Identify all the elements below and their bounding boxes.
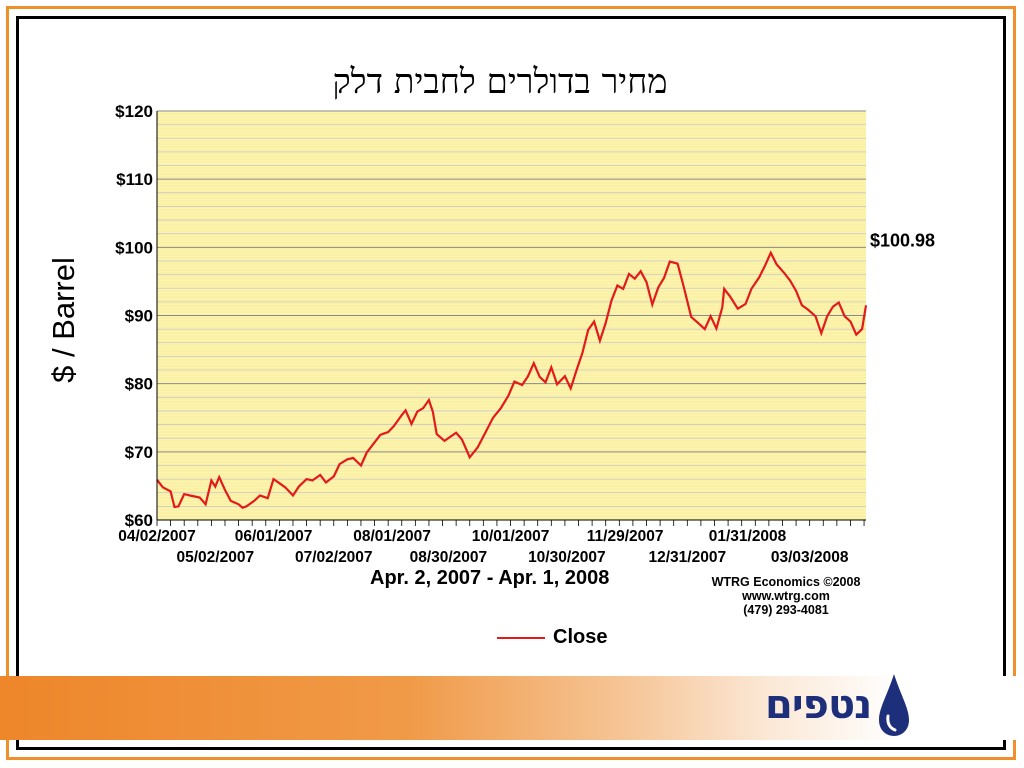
x-tick-label: 03/03/2008 xyxy=(771,549,849,566)
credit-line-2: www.wtrg.com xyxy=(742,589,830,603)
x-tick-label: 05/02/2007 xyxy=(176,549,254,566)
credit-line-3: (479) 293-4081 xyxy=(743,603,829,617)
x-tick-label: 01/31/2008 xyxy=(709,528,787,545)
source-credit: WTRG Economics ©2008 www.wtrg.com (479) … xyxy=(697,575,875,617)
slide-outer-frame xyxy=(6,6,1016,760)
legend-label-close: Close xyxy=(553,626,608,648)
x-tick-label: 10/01/2007 xyxy=(472,528,550,545)
y-axis-label: $ / Barrel xyxy=(46,257,81,383)
y-tick-label: $120 xyxy=(115,102,153,121)
logo-wordmark: נטפים xyxy=(765,682,872,728)
chart-legend: Close xyxy=(497,626,607,649)
y-tick-label: $60 xyxy=(125,511,153,530)
x-tick-label: 06/01/2007 xyxy=(235,528,313,545)
y-tick-label: $80 xyxy=(125,375,153,394)
netafim-logo: נטפים xyxy=(765,670,911,740)
x-tick-label: 08/30/2007 xyxy=(410,549,488,566)
date-range-label: Apr. 2, 2007 - Apr. 1, 2008 xyxy=(370,567,610,589)
x-axis-ticks: 04/02/2007 05/02/2007 06/01/2007 07/02/2007… xyxy=(118,520,865,566)
legend-swatch-close xyxy=(497,636,545,639)
y-tick-label: $110 xyxy=(116,170,153,189)
x-tick-label: 08/01/2007 xyxy=(353,528,431,545)
chart-title: מחיר בדולרים לחבית דלק xyxy=(332,62,668,102)
x-tick-label: 12/31/2007 xyxy=(649,549,727,566)
y-axis-ticks: $60 $70 $80 $90 $100 $110 $120 xyxy=(115,102,153,530)
y-tick-label: $100 xyxy=(115,238,153,257)
series-line-close xyxy=(156,250,868,509)
footer-gradient-band xyxy=(0,676,1024,740)
end-value-label: $100.98 xyxy=(870,231,935,251)
water-drop-icon xyxy=(879,674,910,736)
x-tick-label: 04/02/2007 xyxy=(118,528,196,545)
slide-inner-frame xyxy=(16,16,1006,750)
x-tick-label: 10/30/2007 xyxy=(528,549,606,566)
y-tick-label: $70 xyxy=(125,443,153,462)
credit-line-1: WTRG Economics ©2008 xyxy=(711,575,861,589)
y-tick-label: $90 xyxy=(125,307,153,326)
x-tick-label: 11/29/2007 xyxy=(587,528,664,545)
x-tick-label: 07/02/2007 xyxy=(295,549,373,566)
